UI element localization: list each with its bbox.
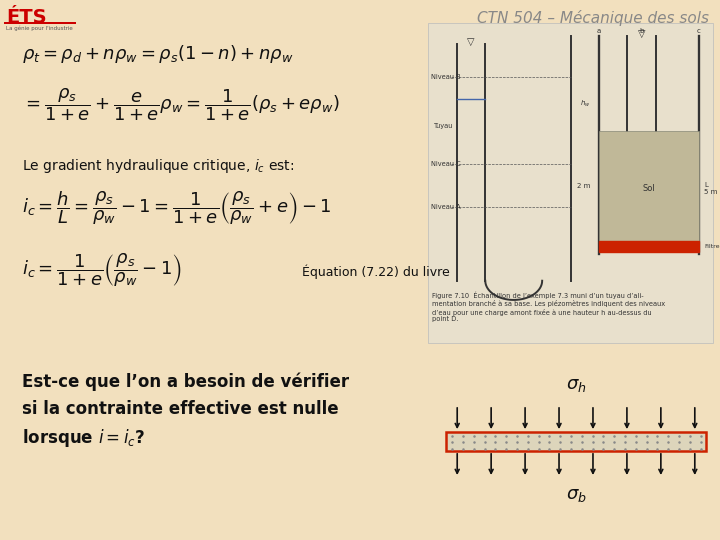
Text: $\sigma_h$: $\sigma_h$ bbox=[566, 376, 586, 394]
Text: a: a bbox=[597, 28, 601, 34]
Text: c: c bbox=[697, 28, 701, 34]
Text: CTN 504 – Mécanique des sols: CTN 504 – Mécanique des sols bbox=[477, 10, 709, 26]
Text: 2 m: 2 m bbox=[577, 183, 590, 188]
Text: Le gradient hydraulique critique, $i_c$ est:: Le gradient hydraulique critique, $i_c$ … bbox=[22, 157, 294, 174]
Text: Sol: Sol bbox=[642, 184, 655, 193]
Text: Tuyau: Tuyau bbox=[434, 123, 454, 129]
Text: Est-ce que l’on a besoin de vérifier
si la contrainte effective est nulle
lorsqu: Est-ce que l’on a besoin de vérifier si … bbox=[22, 373, 348, 449]
Bar bbox=[4, 22, 76, 24]
Text: Niveau C: Niveau C bbox=[431, 161, 461, 167]
Text: ÉTS: ÉTS bbox=[6, 8, 46, 27]
Bar bbox=[446, 432, 706, 451]
Text: Équation (7.22) du livre: Équation (7.22) du livre bbox=[302, 265, 450, 279]
Text: Niveau B: Niveau B bbox=[431, 74, 461, 80]
Text: $\rho_t = \rho_d + n\rho_w = \rho_s\left(1-n\right) + n\rho_w$: $\rho_t = \rho_d + n\rho_w = \rho_s\left… bbox=[22, 43, 293, 65]
Text: ▽: ▽ bbox=[467, 37, 474, 46]
Bar bbox=[599, 241, 698, 252]
Text: Filtre-écran: Filtre-écran bbox=[704, 244, 720, 249]
Text: $h_w$: $h_w$ bbox=[580, 99, 590, 109]
Text: Niveau A: Niveau A bbox=[431, 204, 461, 211]
Text: $\sigma_b$: $\sigma_b$ bbox=[566, 486, 586, 504]
Text: La génie pour l'industrie: La génie pour l'industrie bbox=[6, 26, 73, 31]
Bar bbox=[428, 23, 713, 343]
Text: ▽: ▽ bbox=[638, 29, 645, 38]
Text: $i_c = \dfrac{1}{1+e}\left(\dfrac{\rho_s}{\rho_w} - 1\right)$: $i_c = \dfrac{1}{1+e}\left(\dfrac{\rho_s… bbox=[22, 251, 181, 289]
Text: $i_c = \dfrac{h}{L} = \dfrac{\rho_s}{\rho_w} - 1 = \dfrac{1}{1+e}\left(\dfrac{\r: $i_c = \dfrac{h}{L} = \dfrac{\rho_s}{\rh… bbox=[22, 189, 331, 227]
Text: L
5 m: L 5 m bbox=[704, 182, 718, 195]
Bar bbox=[599, 131, 698, 245]
Text: b: b bbox=[639, 28, 644, 34]
Text: $= \dfrac{\rho_s}{1+e} + \dfrac{e}{1+e}\rho_w = \dfrac{1}{1+e}\left(\rho_s + e\r: $= \dfrac{\rho_s}{1+e} + \dfrac{e}{1+e}\… bbox=[22, 86, 339, 123]
Text: Figure 7.10  Échantillon de l’exemple 7.3 muni d’un tuyau d’ali-
mentation branc: Figure 7.10 Échantillon de l’exemple 7.3… bbox=[432, 292, 665, 322]
